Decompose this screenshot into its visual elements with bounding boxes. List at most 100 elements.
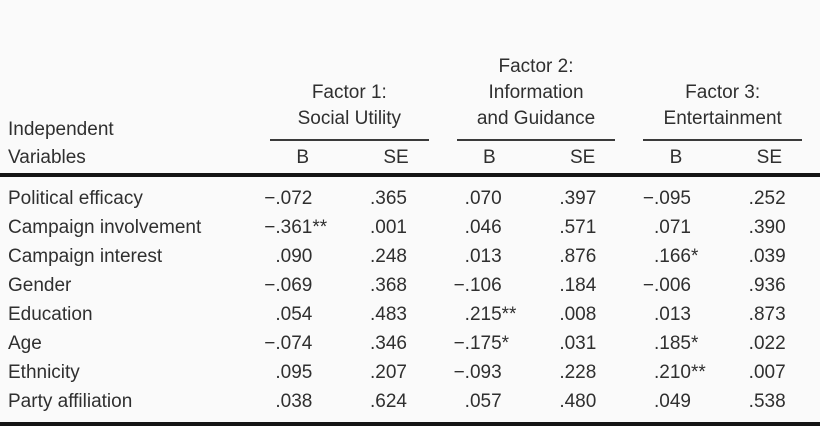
factor-1-header: Factor 1: Social Utility B SE [256, 80, 443, 173]
row-label: Party affiliation [8, 390, 133, 412]
table-row: Party affiliation .038 .624 .057 .480 .049 .53… [8, 387, 816, 416]
col-head-se: SE [569, 147, 596, 168]
value-cell: .071 [627, 217, 722, 239]
coefficient-value: .166* [654, 245, 699, 267]
coefficient-value: .008 [559, 303, 597, 325]
table-row: Age −.074 .346 −.175* .031 .185* .022 [8, 329, 816, 358]
value-cell: −.074 [248, 333, 343, 355]
coefficient-value: .022 [748, 332, 786, 354]
col-head-se: SE [383, 147, 409, 168]
coefficient-value: −.093 [453, 361, 502, 383]
value-cell: .184 [532, 275, 627, 297]
value-cell: .215** [437, 304, 532, 326]
header-separator-rule [0, 173, 820, 177]
coefficient-value: −.006 [642, 274, 691, 296]
coefficient-value: .013 [464, 245, 502, 267]
value-cell: .054 [248, 304, 343, 326]
col-head-b: B [669, 147, 683, 168]
coefficient-value: .390 [748, 216, 786, 238]
stub-head-line-1: Independent [8, 119, 114, 140]
factor-3-title-line: Entertainment [663, 108, 782, 129]
value-cell: .013 [627, 304, 722, 326]
col-head-se: SE [756, 147, 783, 168]
value-cell: .185* [627, 333, 722, 355]
coefficient-value: .876 [559, 245, 597, 267]
coefficient-value: .057 [464, 390, 502, 412]
value-cell: .001 [343, 217, 438, 239]
coefficient-value: .095 [275, 361, 313, 383]
value-cell: .210** [627, 362, 722, 384]
value-cell: .008 [532, 304, 627, 326]
factor-1-title-line: Factor 1: [311, 82, 387, 103]
row-label: Campaign interest [8, 245, 163, 267]
value-cell: .368 [343, 275, 438, 297]
value-cell: .022 [721, 333, 816, 355]
value-cell: −.361** [248, 217, 343, 239]
coefficient-value: .054 [275, 303, 313, 325]
table-row: Campaign interest .090 .248 .013 .876 .166* .0… [8, 242, 816, 271]
row-label: Age [8, 332, 42, 354]
value-cell: .483 [343, 304, 438, 326]
coefficient-value: .046 [464, 216, 502, 238]
coefficient-value: .624 [370, 390, 407, 412]
value-cell: .039 [721, 246, 816, 268]
coefficient-value: .210** [654, 361, 706, 383]
coefficient-value: −.072 [264, 187, 313, 209]
value-cell: .873 [721, 304, 816, 326]
value-cell: −.069 [248, 275, 343, 297]
coefficient-value: .071 [654, 216, 691, 238]
factor-2-title-line: Factor 2: [498, 56, 574, 77]
coefficient-value: .483 [370, 303, 407, 325]
bottom-rule [0, 422, 820, 426]
coefficient-value: .215** [464, 303, 517, 325]
factor-2-title: Factor 2: Information and Guidance [443, 54, 630, 132]
factor-2-subcolumns: B SE [443, 143, 630, 173]
coefficient-value: .038 [275, 390, 313, 412]
coefficient-value: .013 [654, 303, 691, 325]
coefficient-value: .873 [748, 303, 786, 325]
row-label: Political efficacy [8, 187, 143, 209]
value-cell: .090 [248, 246, 343, 268]
coefficient-value: .368 [370, 274, 407, 296]
value-cell: .049 [627, 391, 722, 413]
value-cell: .397 [532, 188, 627, 210]
coefficient-value: −.069 [264, 274, 313, 296]
coefficient-value: .248 [370, 245, 407, 267]
coefficient-value: .185* [654, 332, 699, 354]
factor-3-title: Factor 3: Entertainment [629, 80, 816, 132]
coefficient-value: −.074 [264, 332, 313, 354]
value-cell: −.175* [437, 333, 532, 355]
factor-1-title: Factor 1: Social Utility [256, 80, 443, 132]
table-row: Education .054 .483 .215** .008 .013 .873 [8, 300, 816, 329]
coefficient-value: .001 [370, 216, 407, 238]
row-label: Gender [8, 274, 72, 296]
value-cell: −.106 [437, 275, 532, 297]
table-row: Gender −.069 .368 −.106 .184 −.006 .936 [8, 271, 816, 300]
value-cell: .070 [437, 188, 532, 210]
coefficient-value: −.361** [264, 216, 328, 238]
factor-1-subcolumns: B SE [256, 143, 443, 173]
value-cell: .936 [721, 275, 816, 297]
col-head-b: B [296, 147, 309, 168]
coefficient-value: .031 [559, 332, 597, 354]
coefficient-value: .039 [748, 245, 786, 267]
coefficient-value: −.175* [453, 332, 510, 354]
value-cell: .166* [627, 246, 722, 268]
value-cell: −.072 [248, 188, 343, 210]
value-cell: .538 [721, 391, 816, 413]
row-label: Education [8, 303, 93, 325]
factor-2-spanner-rule [456, 139, 616, 141]
value-cell: −.093 [437, 362, 532, 384]
row-label: Campaign involvement [8, 216, 202, 238]
value-cell: .228 [532, 362, 627, 384]
coefficient-value: .184 [559, 274, 597, 296]
coefficient-value: .571 [559, 216, 597, 238]
value-cell: −.006 [627, 275, 722, 297]
value-cell: .038 [248, 391, 343, 413]
table-row: Campaign involvement −.361** .001 .046 .571.… [8, 213, 816, 242]
coefficient-value: .007 [748, 361, 786, 383]
coefficient-value: .480 [559, 390, 597, 412]
value-cell: .248 [343, 246, 438, 268]
coefficient-value: −.106 [453, 274, 502, 296]
